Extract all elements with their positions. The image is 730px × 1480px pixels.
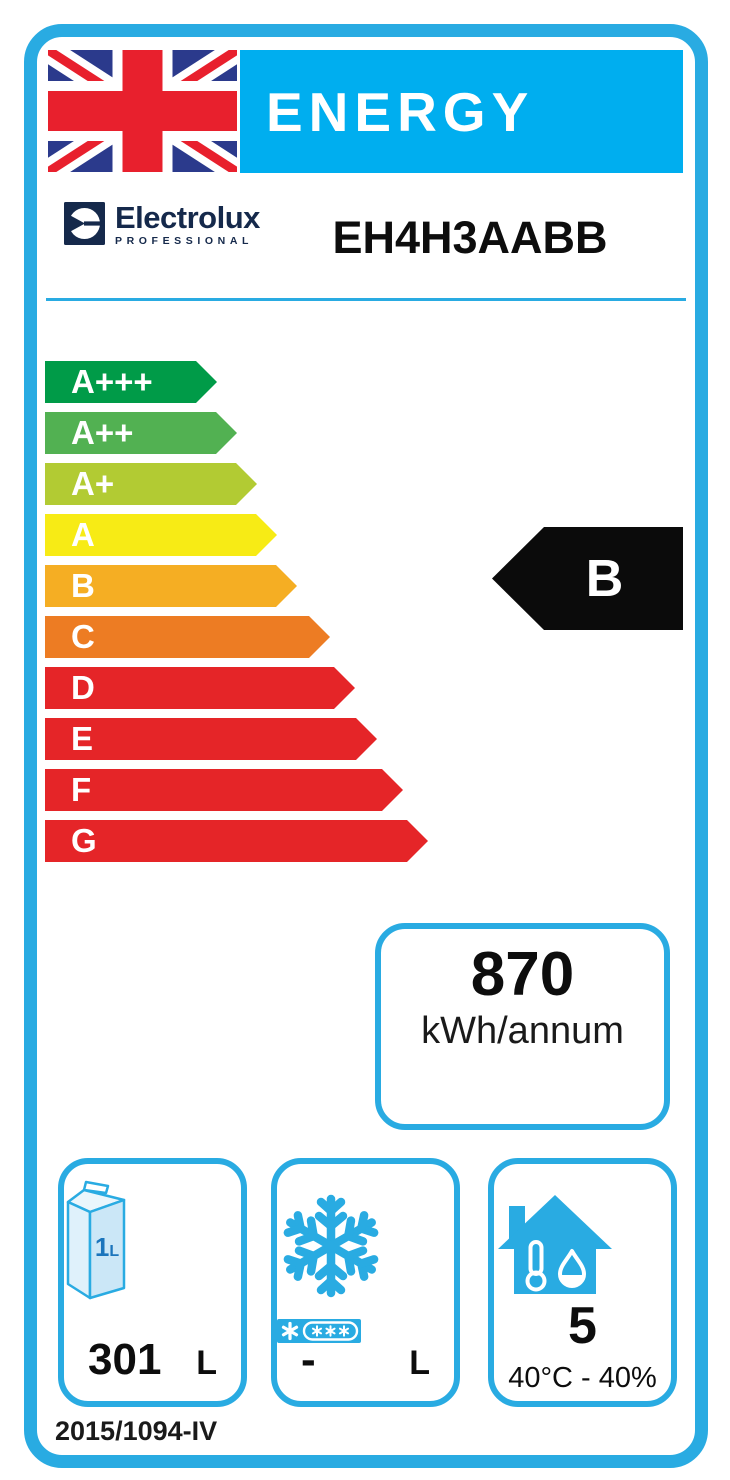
freezer-star-rating-icon bbox=[277, 1319, 361, 1343]
brand-subtitle: PROFESSIONAL bbox=[115, 235, 254, 247]
rating-arrow-D: D bbox=[45, 667, 355, 709]
rating-arrow-label: B bbox=[71, 567, 95, 604]
carton-volume-unit: L bbox=[109, 1243, 119, 1260]
chilled-volume-unit: L bbox=[196, 1344, 217, 1382]
snowflake-icon bbox=[277, 1192, 385, 1300]
rating-arrow-B: B bbox=[45, 565, 297, 607]
climate-class-box: 5 40°C - 40% bbox=[488, 1158, 677, 1407]
rating-arrow-A+++: A+++ bbox=[45, 361, 217, 403]
brand-block: Electrolux PROFESSIONAL bbox=[64, 202, 260, 247]
rating-arrow-label: C bbox=[71, 618, 95, 655]
frozen-volume-value: - bbox=[301, 1335, 316, 1384]
brand-name: Electrolux bbox=[115, 200, 260, 235]
label-border bbox=[24, 24, 708, 1468]
rating-arrow-E: E bbox=[45, 718, 377, 760]
svg-text:1L: 1L bbox=[95, 1232, 119, 1262]
rating-arrow-G: G bbox=[45, 820, 428, 862]
efficiency-scale: A+++ A++ A+ A B C D E F G bbox=[45, 361, 455, 871]
energy-consumption-box: 870 kWh/annum bbox=[375, 923, 670, 1130]
rating-arrow-label: A++ bbox=[71, 414, 134, 451]
rating-arrow-A: A bbox=[45, 514, 277, 556]
rating-arrow-label: G bbox=[71, 822, 97, 859]
rating-arrow-A++: A++ bbox=[45, 412, 237, 454]
rating-arrow-label: E bbox=[71, 720, 94, 757]
rating-arrow-label: A bbox=[71, 516, 95, 553]
thermometer-icon bbox=[525, 1240, 547, 1292]
model-number: EH4H3AABB bbox=[332, 212, 608, 263]
frozen-volume-unit: L bbox=[409, 1344, 430, 1382]
chilled-volume-box: 1L 301 L bbox=[58, 1158, 247, 1407]
rating-grade: B bbox=[585, 549, 624, 608]
frozen-value-row: - L bbox=[301, 1335, 430, 1385]
house-climate-icon bbox=[498, 1195, 612, 1294]
climate-condition: 40°C - 40% bbox=[508, 1362, 657, 1394]
rating-arrow-F: F bbox=[45, 769, 403, 811]
rating-arrow-label: A+ bbox=[71, 465, 115, 502]
rating-arrow-label: F bbox=[71, 771, 92, 808]
rating-arrow-label: D bbox=[71, 669, 95, 706]
droplet-icon bbox=[558, 1249, 586, 1288]
milk-carton-icon: 1L bbox=[66, 1180, 126, 1300]
rating-arrow-A+: A+ bbox=[45, 463, 257, 505]
rating-arrow-C: C bbox=[45, 616, 330, 658]
separator-line bbox=[46, 298, 686, 301]
energy-unit: kWh/annum bbox=[421, 1010, 624, 1052]
uk-flag-icon bbox=[48, 50, 237, 172]
electrolux-logo-icon bbox=[64, 202, 105, 245]
frozen-volume-box: - L bbox=[271, 1158, 460, 1407]
climate-class-value: 5 bbox=[568, 1297, 597, 1355]
energy-title: ENERGY bbox=[266, 80, 535, 143]
energy-value: 870 bbox=[470, 940, 575, 1009]
chilled-volume-value: 301 bbox=[88, 1335, 162, 1384]
brand-text: Electrolux PROFESSIONAL bbox=[115, 202, 260, 247]
energy-banner: ENERGY bbox=[240, 50, 683, 173]
carton-volume-value: 1 bbox=[95, 1232, 109, 1262]
regulation-reference: 2015/1094-IV bbox=[55, 1416, 218, 1446]
chilled-value-row: 301 L bbox=[88, 1335, 217, 1385]
rating-arrow-label: A+++ bbox=[71, 363, 153, 400]
